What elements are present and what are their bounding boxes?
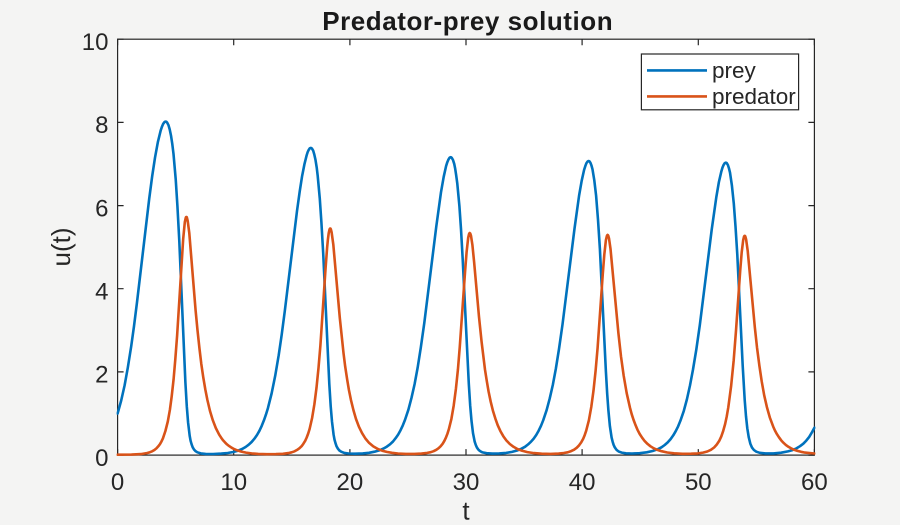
svg-text:u(t): u(t): [46, 228, 76, 267]
svg-text:predator: predator: [712, 84, 796, 109]
svg-text:0: 0: [111, 469, 124, 496]
svg-text:t: t: [462, 496, 470, 525]
svg-text:30: 30: [453, 469, 480, 496]
svg-text:20: 20: [337, 469, 364, 496]
svg-text:4: 4: [95, 278, 108, 305]
svg-text:8: 8: [95, 112, 108, 139]
svg-text:10: 10: [220, 469, 247, 496]
svg-text:prey: prey: [712, 58, 757, 83]
svg-text:60: 60: [801, 469, 828, 496]
svg-text:10: 10: [82, 29, 109, 56]
svg-text:Predator-prey solution: Predator-prey solution: [322, 6, 613, 36]
svg-text:40: 40: [569, 469, 596, 496]
svg-text:0: 0: [95, 445, 108, 472]
svg-text:2: 2: [95, 362, 108, 389]
svg-text:50: 50: [685, 469, 712, 496]
svg-text:6: 6: [95, 195, 108, 222]
